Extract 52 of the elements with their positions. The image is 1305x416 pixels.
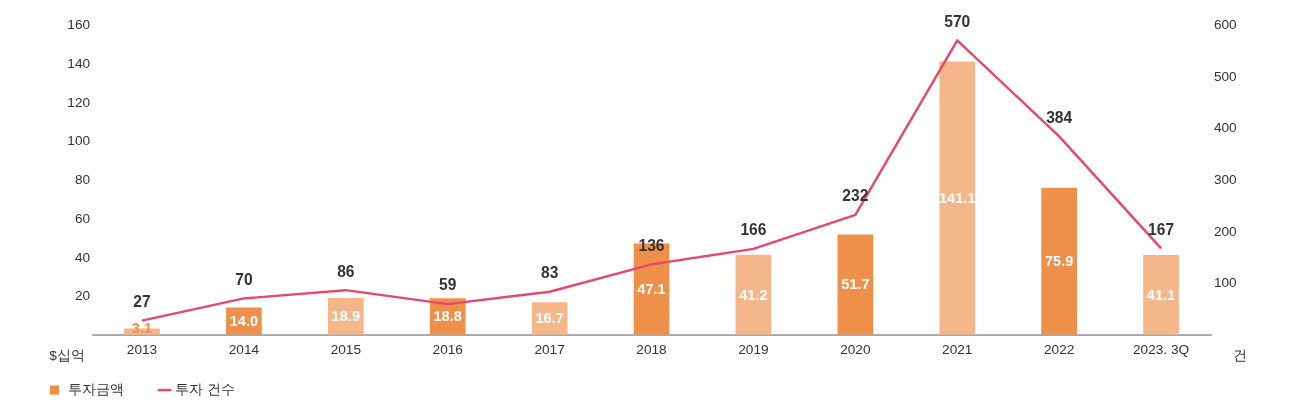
- bar: [1041, 187, 1077, 335]
- y2-tick-label: 600: [1213, 17, 1238, 33]
- data-label: 18.9: [331, 308, 361, 325]
- y2-tick-label: 300: [1213, 172, 1238, 188]
- data-label: 70: [235, 270, 253, 288]
- x-tick-label: 2022: [1044, 341, 1075, 357]
- data-label: 384: [1046, 108, 1073, 126]
- y2-tick-label: 500: [1213, 68, 1238, 84]
- x-tick-label: 2017: [534, 341, 565, 357]
- x-tick-label: 2018: [636, 341, 667, 357]
- data-label: 51.7: [841, 276, 870, 293]
- bar: [735, 254, 772, 335]
- x-tick-label: 2020: [840, 341, 871, 357]
- bar: [1143, 255, 1179, 335]
- y-tick-label: 100: [67, 133, 91, 149]
- data-label: 41.2: [739, 286, 768, 303]
- data-label: 14.0: [229, 312, 259, 329]
- data-label: 75.9: [1044, 252, 1074, 269]
- y-tick-label: 140: [67, 55, 91, 71]
- y2-tick-label: 200: [1213, 223, 1238, 239]
- data-label: 47.1: [637, 280, 666, 297]
- legend-label: 투자 건수: [175, 381, 236, 397]
- y-tick-label: 120: [67, 94, 91, 110]
- data-label: 27: [133, 292, 151, 310]
- y-axis-title: $십억: [49, 348, 85, 364]
- legend-label: 투자금액: [68, 381, 125, 397]
- x-tick-label: 2016: [432, 341, 463, 357]
- y-tick-label: 160: [67, 17, 91, 33]
- data-label: 41.1: [1146, 286, 1176, 303]
- y-tick-label: 80: [74, 172, 91, 188]
- data-label: 59: [439, 276, 457, 294]
- x-tick-label: 2014: [228, 341, 260, 357]
- x-tick-label: 2019: [738, 341, 769, 357]
- y2-tick-label: 400: [1213, 120, 1238, 136]
- y-tick-label: 20: [74, 288, 91, 304]
- data-label: 18.8: [433, 308, 462, 325]
- x-tick-label: 2021: [942, 341, 973, 357]
- data-label: 16.7: [535, 310, 564, 327]
- x-tick-label: 2013: [126, 341, 158, 357]
- data-label: 167: [1148, 220, 1175, 238]
- y2-tick-label: 100: [1213, 275, 1238, 291]
- x-tick-label: 2023. 3Q: [1133, 341, 1190, 357]
- y-tick-label: 40: [74, 249, 91, 265]
- data-label: 570: [944, 12, 971, 30]
- bar: [939, 61, 976, 335]
- bar: [837, 234, 874, 335]
- data-label: 166: [740, 221, 767, 239]
- y-tick-label: 60: [74, 210, 91, 226]
- data-label: 83: [540, 264, 559, 282]
- x-tick-label: 2015: [330, 341, 361, 357]
- data-label: 86: [337, 262, 355, 280]
- y2-axis-title: 건: [1233, 348, 1248, 364]
